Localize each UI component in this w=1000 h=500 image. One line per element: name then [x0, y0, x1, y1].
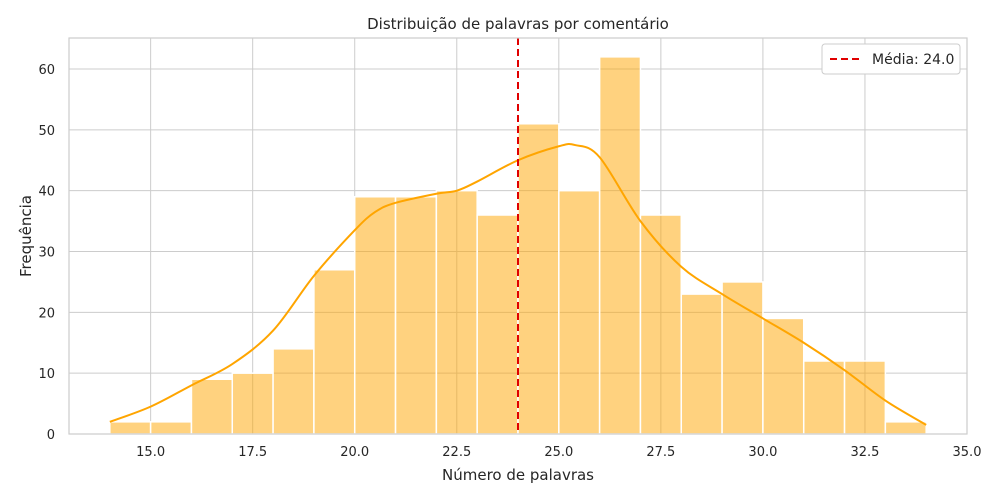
x-tick-label: 35.0 [953, 445, 982, 460]
x-tick-label: 30.0 [748, 445, 777, 460]
histogram-bar [272, 348, 315, 435]
histogram-bar [149, 421, 193, 435]
histogram-bar [190, 378, 234, 435]
legend-box [821, 43, 961, 75]
histogram-bar [639, 214, 683, 435]
y-tick-label: 30 [38, 246, 55, 261]
histogram-bar [476, 214, 519, 435]
histogram-bar [680, 293, 723, 435]
plot-frame [68, 37, 968, 435]
x-tick-labels: 15.0 17.5 20.0 22.5 25.0 27.5 30.0 32.5 35.0 [136, 445, 981, 460]
legend-mean-label: Média: 24.0 [872, 52, 954, 68]
x-tick-label: 17.5 [238, 445, 267, 460]
y-tick-label: 10 [38, 367, 55, 382]
histogram-bar [353, 196, 397, 435]
y-tick-label: 40 [38, 185, 55, 200]
histogram-bar [884, 421, 927, 435]
y-tick-labels: 0 10 20 30 40 50 60 [38, 63, 55, 443]
x-tick-label: 15.0 [136, 445, 165, 460]
histogram-bar [598, 56, 642, 435]
histogram-bar [558, 189, 601, 435]
histogram-bar [435, 189, 478, 435]
histogram-bar [843, 360, 887, 435]
histogram-bar [231, 372, 274, 435]
y-tick-label: 0 [47, 428, 55, 443]
histogram-bar [517, 123, 560, 435]
histogram-bar [109, 421, 152, 435]
x-tick-label: 22.5 [442, 445, 471, 460]
y-axis-label: Frequência [17, 195, 35, 277]
legend: Média: 24.0 [821, 43, 961, 75]
histogram-bars [109, 56, 927, 435]
kde-curve [109, 142, 927, 426]
x-tick-label: 32.5 [850, 445, 879, 460]
x-tick-label: 25.0 [544, 445, 573, 460]
y-tick-label: 20 [38, 306, 55, 321]
x-tick-label: 27.5 [646, 445, 675, 460]
x-tick-label: 20.0 [340, 445, 369, 460]
chart-title: Distribuição de palavras por comentário [367, 15, 669, 33]
histogram-bar [762, 317, 805, 435]
y-tick-label: 50 [38, 124, 55, 139]
histogram-bar [802, 360, 846, 435]
histogram-bar [394, 196, 438, 435]
histogram-bar [721, 281, 764, 435]
x-axis-label: Número de palavras [442, 466, 594, 484]
y-tick-label: 60 [38, 63, 55, 78]
histogram-bar [313, 269, 356, 435]
